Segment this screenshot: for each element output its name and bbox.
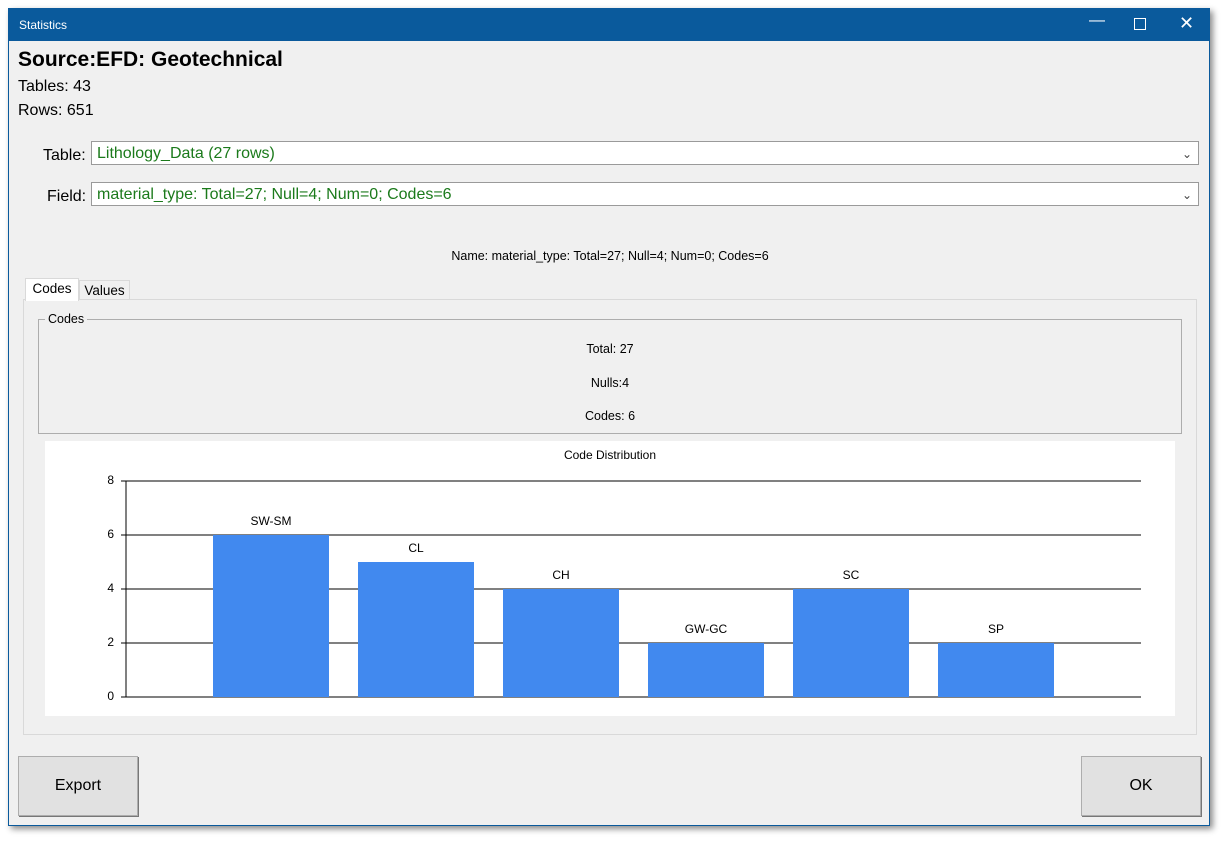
- tables: Tables: 43: [18, 78, 91, 95]
- window: Statistics — ✕ Source:EFD: Geotechnical …: [8, 8, 1210, 826]
- y-tick-label: 4: [107, 581, 114, 595]
- bar: [503, 589, 619, 697]
- chart: Code Distribution 0 2 4 6 8 SW-SM CL CH GW-GC SC S…: [45, 441, 1175, 716]
- tab-codes[interactable]: Codes: [25, 278, 79, 301]
- y-tick-label: 2: [107, 635, 114, 649]
- maximize[interactable]: [1134, 18, 1146, 30]
- window-title: Statistics: [19, 18, 68, 32]
- tab-values[interactable]: Values: [79, 280, 130, 300]
- tab-label: Values: [84, 283, 125, 298]
- y-tick-label: 8: [107, 473, 114, 487]
- bar-label: CH: [552, 568, 569, 582]
- codes: Codes: 6: [584, 409, 636, 423]
- codes-group: [38, 319, 1182, 434]
- bar-label: SP: [988, 622, 1004, 636]
- export-button[interactable]: Export: [18, 756, 138, 816]
- nulls: Nulls:4: [590, 376, 630, 390]
- table-label: Table:: [43, 147, 86, 164]
- button-label: OK: [1129, 777, 1153, 794]
- close[interactable]: ✕: [1179, 13, 1195, 33]
- bar-label: SC: [843, 568, 860, 582]
- bar: [213, 535, 329, 697]
- field-value: material_type: Total=27; Null=4; Num=0; …: [97, 186, 452, 203]
- bar: [648, 643, 764, 697]
- y-tick-label: 6: [107, 527, 114, 541]
- title-bar: Statistics — ✕: [9, 9, 1209, 41]
- source: Source:EFD: Geotechnical: [18, 48, 283, 71]
- table-combo[interactable]: Lithology_Data (27 rows) ⌄: [91, 141, 1199, 165]
- table-value: Lithology_Data (27 rows): [97, 145, 275, 162]
- bar-label: SW-SM: [250, 514, 291, 528]
- field-combo[interactable]: material_type: Total=27; Null=4; Num=0; …: [91, 182, 1199, 206]
- minimize[interactable]: —: [1089, 12, 1105, 29]
- name-line: Name: material_type: Total=27; Null=4; N…: [451, 249, 769, 263]
- rows: Rows: 651: [18, 102, 94, 119]
- field-label: Field:: [47, 188, 87, 205]
- bar-label: CL: [408, 541, 424, 555]
- group-title: Codes: [45, 312, 88, 326]
- bar-label: GW-GC: [685, 622, 728, 636]
- bar: [938, 643, 1054, 697]
- ok-button[interactable]: OK: [1081, 756, 1201, 816]
- button-label: Export: [54, 777, 102, 794]
- total: Total: 27: [586, 342, 634, 356]
- bar: [793, 589, 909, 697]
- bar: [358, 562, 474, 697]
- y-tick-label: 0: [107, 689, 114, 703]
- chart-title: Code Distribution: [564, 448, 656, 462]
- tab-label: Codes: [32, 281, 72, 296]
